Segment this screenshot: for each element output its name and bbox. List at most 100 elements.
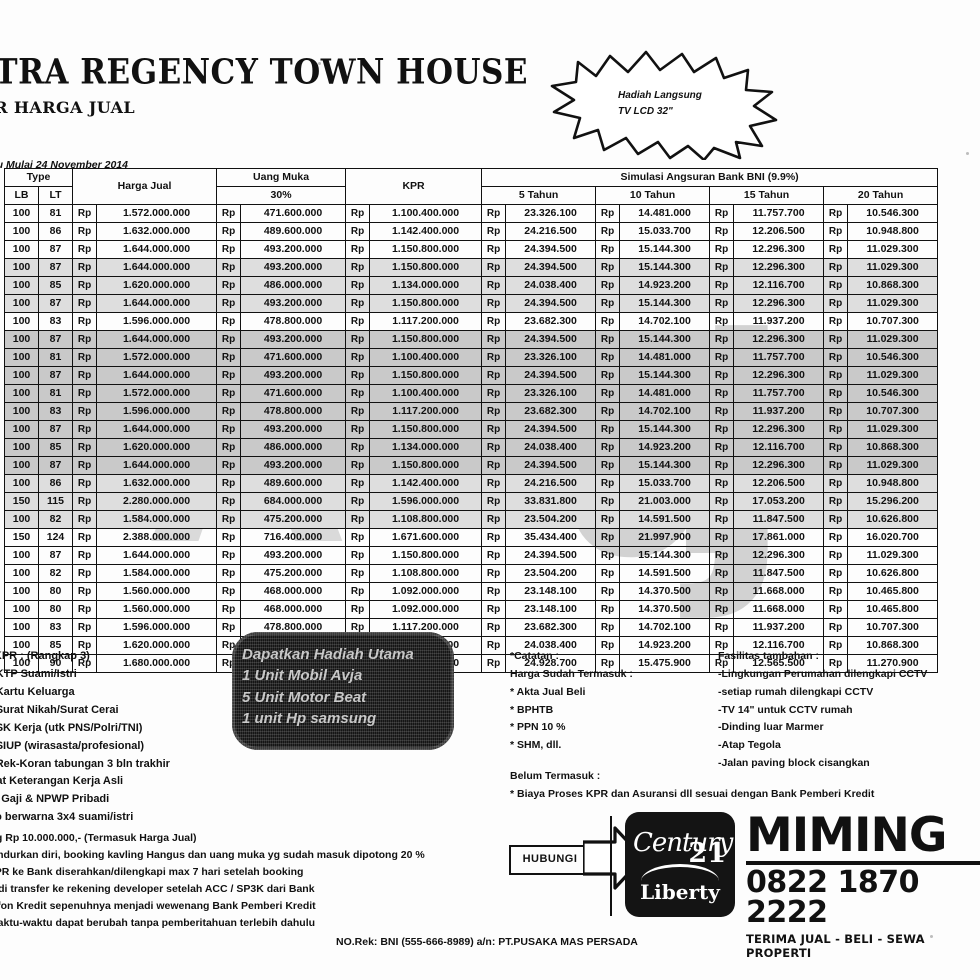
fasilitas-list: -Lingkungan Perumahan dilengkapi CCTV -se… bbox=[718, 666, 927, 773]
cell-lt: 90 bbox=[37, 654, 74, 673]
cell-angsuran-20-tahun: 11.029.300 bbox=[847, 330, 939, 349]
cell-currency: Rp bbox=[216, 222, 242, 241]
cell-uang-muka: 489.600.000 bbox=[240, 474, 347, 493]
cell-kpr: 1.134.000.000 bbox=[369, 438, 483, 457]
cell-currency: Rp bbox=[709, 564, 735, 583]
cell-angsuran-15-tahun: 12.296.300 bbox=[733, 420, 825, 439]
agent-tagline: TERIMA JUAL - BELI - SEWA PROPERTI bbox=[746, 932, 925, 960]
cell-currency: Rp bbox=[481, 294, 507, 313]
cell-currency: Rp bbox=[709, 438, 735, 457]
cell-harga-jual: 1.680.000.000 bbox=[96, 654, 218, 673]
table-row: 100 81 Rp 1.572.000.000 Rp 471.600.000 Rp 1.100… bbox=[4, 384, 939, 403]
cell-uang-muka: 475.200.000 bbox=[240, 564, 347, 583]
cell-currency: Rp bbox=[72, 546, 98, 565]
cell-harga-jual: 1.596.000.000 bbox=[96, 618, 218, 637]
cell-angsuran-5-tahun: 24.216.500 bbox=[505, 222, 597, 241]
cell-currency: Rp bbox=[481, 240, 507, 259]
prize-stamp-text: Dapatkan Hadiah Utama 1 Unit Mobil Avja … bbox=[232, 632, 454, 729]
cell-currency: Rp bbox=[823, 420, 849, 439]
cell-currency: Rp bbox=[216, 348, 242, 367]
cell-kpr: 1.100.400.000 bbox=[369, 384, 483, 403]
cell-currency: Rp bbox=[595, 420, 621, 439]
cell-lt: 124 bbox=[37, 528, 74, 547]
col-lt: LT bbox=[37, 186, 74, 205]
cell-currency: Rp bbox=[481, 546, 507, 565]
cell-kpr: 1.150.800.000 bbox=[369, 366, 483, 385]
term-item: n Plafon Kredit sepenuhnya menjadi wewen… bbox=[0, 900, 316, 912]
cell-currency: Rp bbox=[72, 312, 98, 331]
cell-lb: 100 bbox=[4, 384, 39, 403]
cell-currency: Rp bbox=[709, 474, 735, 493]
century21-liberty: Liberty bbox=[640, 880, 720, 904]
kpr-requirement-item: Foto berwarna 3x4 suami/istri bbox=[0, 811, 134, 824]
cell-harga-jual: 1.632.000.000 bbox=[96, 474, 218, 493]
prize-stamp-line-2: 1 Unit Mobil Avja bbox=[242, 667, 363, 685]
cell-currency: Rp bbox=[823, 654, 849, 673]
cell-currency: Rp bbox=[345, 438, 371, 457]
cell-currency: Rp bbox=[216, 312, 242, 331]
cell-uang-muka: 493.200.000 bbox=[240, 240, 347, 259]
cell-angsuran-15-tahun: 12.296.300 bbox=[733, 294, 825, 313]
cell-harga-jual: 1.560.000.000 bbox=[96, 600, 218, 619]
cell-currency: Rp bbox=[72, 492, 98, 511]
cell-currency: Rp bbox=[823, 474, 849, 493]
cell-currency: Rp bbox=[595, 618, 621, 637]
cell-currency: Rp bbox=[823, 510, 849, 529]
starburst-line-1: Hadiah Langsung bbox=[618, 90, 702, 101]
cell-angsuran-5-tahun: 24.394.500 bbox=[505, 456, 597, 475]
cell-angsuran-10-tahun: 15.144.300 bbox=[619, 240, 711, 259]
cell-angsuran-10-tahun: 14.923.200 bbox=[619, 438, 711, 457]
cell-angsuran-5-tahun: 23.504.200 bbox=[505, 564, 597, 583]
cell-currency: Rp bbox=[595, 402, 621, 421]
cell-angsuran-10-tahun: 14.481.000 bbox=[619, 348, 711, 367]
cell-currency: Rp bbox=[345, 600, 371, 619]
cell-lt: 115 bbox=[37, 492, 74, 511]
fasilitas-item: -Jalan paving block cisangkan bbox=[718, 757, 870, 770]
cell-currency: Rp bbox=[709, 204, 735, 223]
agent-rule bbox=[746, 861, 980, 865]
cell-kpr: 1.117.200.000 bbox=[369, 402, 483, 421]
cell-currency: Rp bbox=[595, 240, 621, 259]
cell-harga-jual: 1.584.000.000 bbox=[96, 510, 218, 529]
cell-lb: 150 bbox=[4, 492, 39, 511]
cell-angsuran-15-tahun: 11.937.200 bbox=[733, 402, 825, 421]
cell-currency: Rp bbox=[216, 204, 242, 223]
cell-angsuran-20-tahun: 10.868.300 bbox=[847, 276, 939, 295]
kpr-requirement-item: FC KTP Suami/Istri bbox=[0, 667, 77, 680]
cell-currency: Rp bbox=[216, 258, 242, 277]
table-row: 100 87 Rp 1.644.000.000 Rp 493.200.000 Rp 1.150… bbox=[4, 456, 939, 475]
cell-angsuran-5-tahun: 23.326.100 bbox=[505, 204, 597, 223]
cell-currency: Rp bbox=[709, 258, 735, 277]
cell-lt: 81 bbox=[37, 348, 74, 367]
cell-lb: 100 bbox=[4, 348, 39, 367]
table-row: 150 124 Rp 2.388.000.000 Rp 716.400.000 Rp 1.67… bbox=[4, 528, 939, 547]
term-item: a/DP di transfer ke rekening developer s… bbox=[0, 883, 315, 895]
cell-harga-jual: 1.572.000.000 bbox=[96, 384, 218, 403]
cell-currency: Rp bbox=[345, 456, 371, 475]
cell-currency: Rp bbox=[72, 420, 98, 439]
cell-lb: 100 bbox=[4, 240, 39, 259]
cell-angsuran-10-tahun: 15.144.300 bbox=[619, 294, 711, 313]
century21-number: 21 bbox=[688, 838, 726, 869]
cell-lb: 100 bbox=[4, 402, 39, 421]
table-row: 100 81 Rp 1.572.000.000 Rp 471.600.000 Rp 1.100… bbox=[4, 348, 939, 367]
table-body: 100 81 Rp 1.572.000.000 Rp 471.600.000 Rp 1.100… bbox=[4, 204, 939, 673]
cell-currency: Rp bbox=[216, 600, 242, 619]
cell-currency: Rp bbox=[72, 474, 98, 493]
century21-logo: Century 21 Liberty bbox=[625, 812, 735, 917]
fasilitas-item: -Atap Tegola bbox=[718, 739, 781, 752]
prize-stamp-line-1: Dapatkan Hadiah Utama bbox=[242, 646, 414, 663]
table-row: 100 82 Rp 1.584.000.000 Rp 475.200.000 Rp 1.108… bbox=[4, 510, 939, 529]
cell-angsuran-15-tahun: 11.668.000 bbox=[733, 600, 825, 619]
col-20-tahun: 20 Tahun bbox=[823, 186, 939, 205]
col-group-simulasi: Simulasi Angsuran Bank BNI (9.9%) bbox=[481, 168, 939, 187]
table-row: 100 86 Rp 1.632.000.000 Rp 489.600.000 Rp 1.142… bbox=[4, 474, 939, 493]
cell-currency: Rp bbox=[345, 312, 371, 331]
cell-currency: Rp bbox=[709, 582, 735, 601]
cell-lb: 100 bbox=[4, 564, 39, 583]
cell-currency: Rp bbox=[216, 276, 242, 295]
cell-kpr: 1.134.000.000 bbox=[369, 276, 483, 295]
cell-currency: Rp bbox=[709, 654, 735, 673]
cell-currency: Rp bbox=[72, 528, 98, 547]
